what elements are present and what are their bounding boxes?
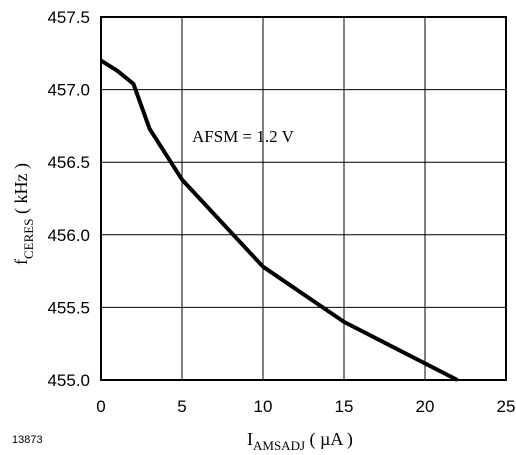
y-axis-label-subscript: CERES xyxy=(21,219,36,259)
y-tick-label: 457.0 xyxy=(47,81,90,100)
series-line xyxy=(99,58,459,382)
y-axis-label-main: f xyxy=(11,259,31,265)
x-tick-label: 20 xyxy=(416,397,435,416)
plot-frame xyxy=(100,16,507,381)
series-layer xyxy=(99,58,459,382)
x-tick-label: 5 xyxy=(177,397,186,416)
x-axis-label: IAMSADJ ( µA ) xyxy=(247,429,353,453)
x-tick-label: 15 xyxy=(335,397,354,416)
x-axis-label-main: I xyxy=(247,429,253,449)
y-tick-label: 457.5 xyxy=(47,8,90,27)
y-axis-label-unit: ( kHz ) xyxy=(11,163,32,218)
chart-annotation: AFSM = 1.2 V xyxy=(192,127,295,146)
x-axis-label-unit: ( µA ) xyxy=(305,429,353,450)
y-tick-label: 456.0 xyxy=(47,226,90,245)
y-tick-label: 455.0 xyxy=(47,371,90,390)
x-tick-label: 0 xyxy=(96,397,105,416)
x-tick-label: 25 xyxy=(497,397,516,416)
figure-id: 13873 xyxy=(12,434,43,446)
x-tick-label: 10 xyxy=(254,397,273,416)
x-tick-labels: 0 5 10 15 20 25 xyxy=(96,397,515,416)
y-tick-labels: 455.0 455.5 456.0 456.5 457.0 457.5 xyxy=(47,8,90,390)
y-tick-label: 455.5 xyxy=(47,298,90,317)
x-axis-label-subscript: AMSADJ xyxy=(253,438,305,453)
grid-lines xyxy=(101,17,506,380)
y-tick-label: 456.5 xyxy=(47,153,90,172)
y-axis-label: fCERES ( kHz ) xyxy=(11,163,36,265)
